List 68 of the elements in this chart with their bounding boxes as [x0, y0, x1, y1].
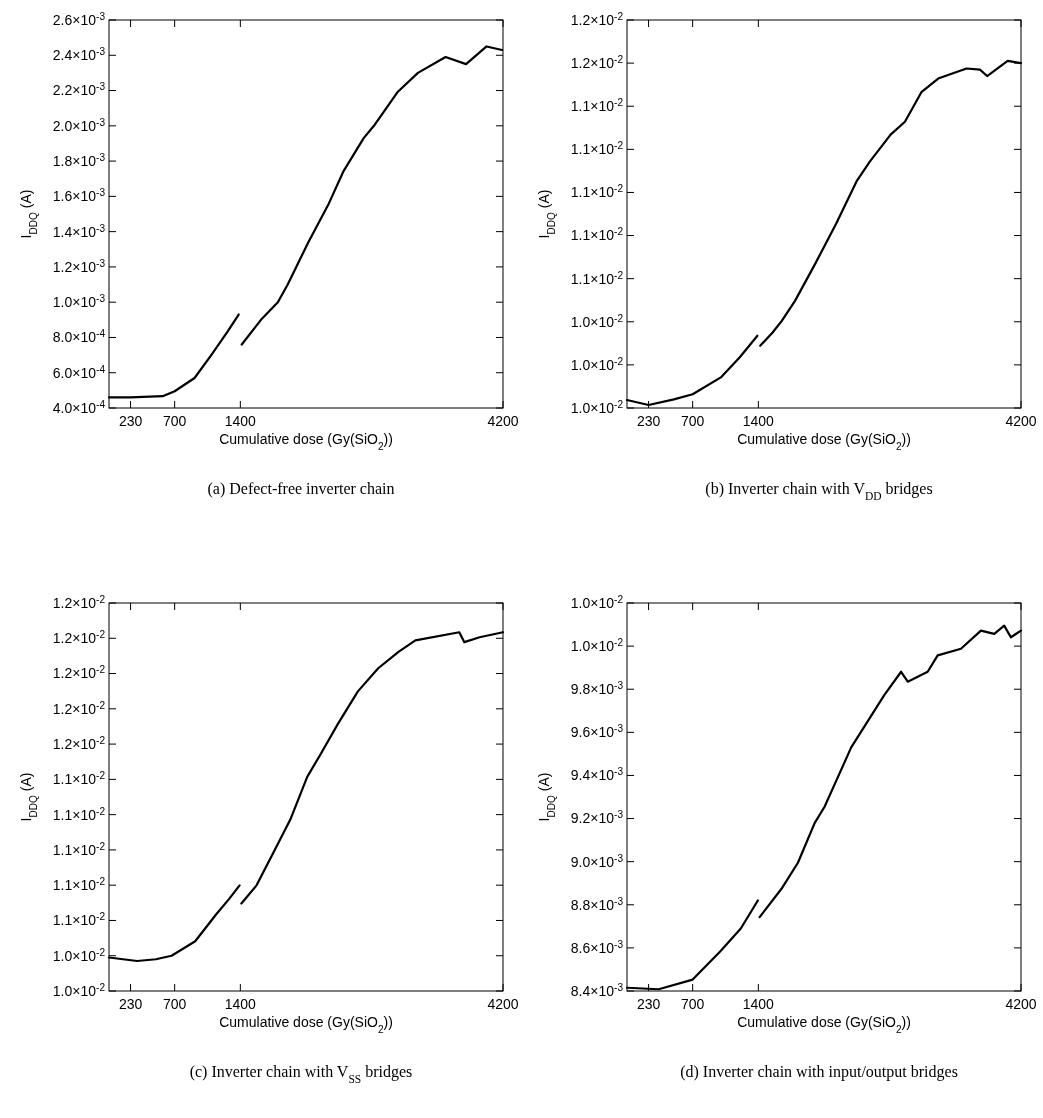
y-tick-label: 1.8×10$^{-3}$	[52, 151, 106, 169]
y-tick-label: 1.0×10$^{-2}$	[570, 398, 624, 416]
x-tick-label: 230	[118, 996, 143, 1012]
y-tick-label: 1.0×10$^{-2}$	[570, 355, 624, 373]
x-tick-label: 700	[162, 413, 187, 429]
x-tick-label: 230	[636, 413, 661, 429]
y-tick-label: 1.4×10$^{-3}$	[52, 222, 106, 240]
y-tick-label: 1.1×10$^{-2}$	[570, 182, 624, 201]
y-tick-label: 1.1×10$^{-2}$	[570, 269, 624, 287]
y-tick-label: 1.1×10$^{-2}$	[570, 139, 624, 158]
x-tick-label: 1400	[224, 996, 257, 1012]
y-tick-label: 1.1×10$^{-2}$	[52, 769, 106, 788]
y-tick-label: 1.1×10$^{-2}$	[570, 225, 624, 244]
y-tick-label: 1.2×10$^{-2}$	[52, 628, 106, 647]
x-axis-title: Cumulative dose (Gy(SiO$_{2}$))	[737, 431, 911, 452]
y-tick-label: 6.0×10$^{-4}$	[52, 363, 106, 381]
y-tick-label: 1.0×10$^{-2}$	[570, 312, 624, 330]
y-tick-label: 1.2×10$^{-2}$	[52, 593, 106, 611]
y-tick-label: 1.1×10$^{-2}$	[52, 875, 106, 894]
y-tick-label: 1.1×10$^{-2}$	[52, 910, 106, 929]
x-tick-label: 4200	[1005, 996, 1037, 1012]
y-tick-label: 2.6×10$^{-3}$	[52, 10, 106, 28]
y-tick-label: 1.2×10$^{-2}$	[570, 53, 624, 72]
y-tick-label: 9.4×10$^{-3}$	[570, 765, 624, 784]
x-tick-label: 1400	[742, 996, 775, 1012]
y-tick-label: 9.6×10$^{-3}$	[570, 722, 624, 741]
y-tick-label: 2.2×10$^{-3}$	[52, 80, 106, 99]
x-axis-title: Cumulative dose (Gy(SiO$_{2}$))	[219, 1014, 393, 1035]
y-tick-label: 1.0×10$^{-2}$	[52, 946, 106, 964]
x-tick-label: 1400	[224, 413, 257, 429]
y-tick-label: 1.2×10$^{-2}$	[570, 10, 624, 28]
y-tick-label: 1.0×10$^{-2}$	[570, 593, 624, 611]
text: (d) Inverter chain with input/output bridges	[680, 1063, 958, 1081]
x-tick-label: 700	[680, 996, 705, 1012]
x-tick-label: 700	[680, 413, 705, 429]
y-tick-label: 1.2×10$^{-3}$	[52, 257, 106, 275]
y-tick-label: 1.2×10$^{-2}$	[52, 734, 106, 752]
y-tick-label: 2.0×10$^{-3}$	[52, 116, 106, 134]
y-tick-label: 8.4×10$^{-3}$	[570, 981, 624, 999]
y-tick-label: 1.0×10$^{-3}$	[52, 292, 106, 311]
x-axis-title: Cumulative dose (Gy(SiO$_{2}$))	[737, 1014, 911, 1035]
y-tick-label: 8.0×10$^{-4}$	[52, 327, 106, 346]
y-tick-label: 1.1×10$^{-2}$	[570, 96, 624, 115]
y-tick-label: 1.2×10$^{-2}$	[52, 663, 106, 682]
x-tick-label: 700	[162, 996, 187, 1012]
y-tick-label: 1.0×10$^{-2}$	[570, 636, 624, 655]
x-tick-label: 4200	[487, 996, 519, 1012]
y-tick-label: 9.0×10$^{-3}$	[570, 852, 624, 870]
x-tick-label: 4200	[487, 413, 519, 429]
text: (b) Inverter chain with V$_{DD}$ bridges	[705, 480, 933, 502]
y-tick-label: 2.4×10$^{-3}$	[52, 45, 106, 64]
y-tick-label: 1.1×10$^{-2}$	[52, 840, 106, 858]
y-tick-label: 1.2×10$^{-2}$	[52, 699, 106, 717]
x-tick-label: 4200	[1005, 413, 1037, 429]
y-tick-label: 9.8×10$^{-3}$	[570, 679, 624, 698]
y-tick-label: 9.2×10$^{-3}$	[570, 808, 624, 827]
y-tick-label: 4.0×10$^{-4}$	[52, 398, 106, 416]
x-tick-label: 230	[636, 996, 661, 1012]
text: (c) Inverter chain with V$_{SS}$ bridges	[189, 1063, 413, 1085]
y-tick-label: 1.1×10$^{-2}$	[52, 805, 106, 823]
x-axis-title: Cumulative dose (Gy(SiO$_{2}$))	[219, 431, 393, 452]
y-tick-label: 1.6×10$^{-3}$	[52, 186, 106, 205]
y-tick-label: 8.6×10$^{-3}$	[570, 938, 624, 956]
y-tick-label: 8.8×10$^{-3}$	[570, 895, 624, 913]
x-tick-label: 230	[118, 413, 143, 429]
x-tick-label: 1400	[742, 413, 775, 429]
text: (a) Defect-free inverter chain	[207, 480, 395, 498]
y-tick-label: 1.0×10$^{-2}$	[52, 981, 106, 999]
